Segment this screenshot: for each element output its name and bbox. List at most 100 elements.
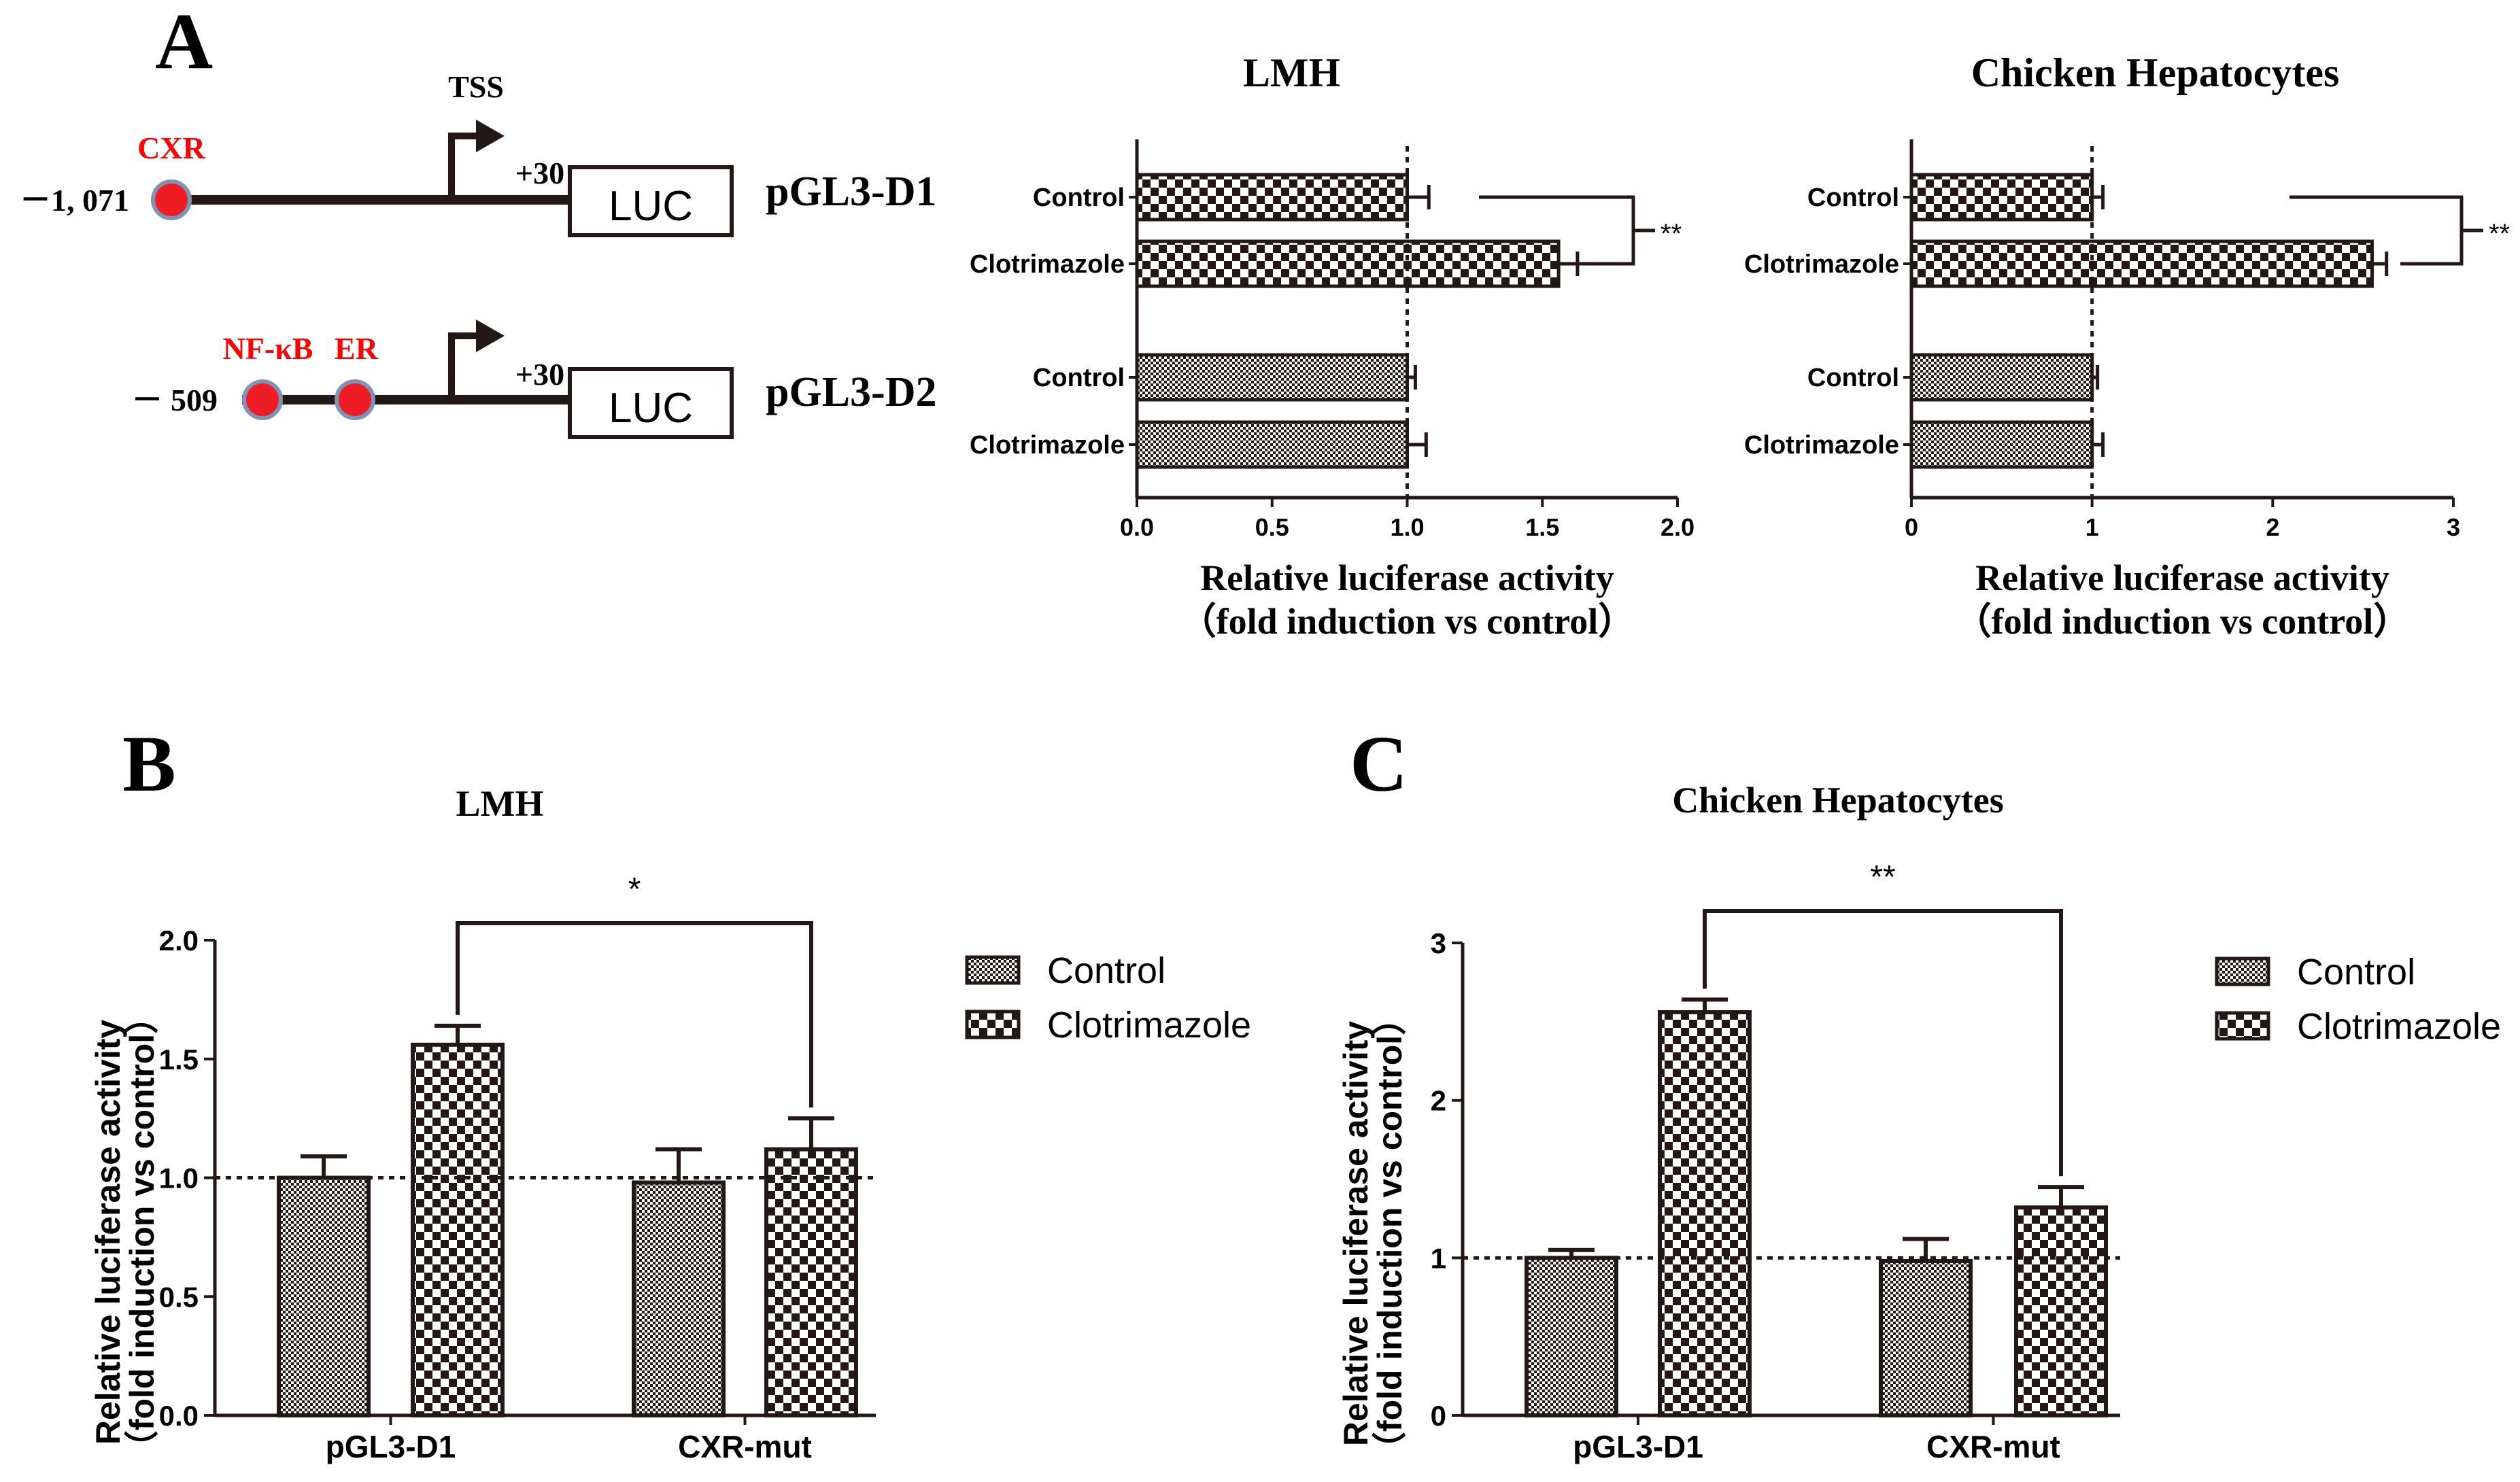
x-tick-label: CXR-mut xyxy=(1926,1429,2060,1464)
x-axis-subtitle: （fold induction vs control） xyxy=(1180,601,1635,642)
legend-label: Clotrimazole xyxy=(2297,1006,2501,1047)
bar xyxy=(277,1175,371,1417)
chart-a-chicken-hepatocytes: Chicken Hepatocytes Control Clotrimazole Co… xyxy=(1744,50,2510,642)
significance-bracket xyxy=(1703,909,2063,1177)
y-tick-label: Clotrimazole xyxy=(970,250,1125,279)
bar xyxy=(1525,1256,1618,1418)
chart-title: LMH xyxy=(456,783,544,824)
cxr-site xyxy=(151,179,192,220)
luc-box xyxy=(568,367,734,439)
x-tick-label: 2 xyxy=(2266,513,2279,541)
panel-c-letter: C xyxy=(1350,719,1408,808)
construct-d1: －1, 071 CXR TSS +30 LUC pGL3-D1 xyxy=(20,69,936,237)
x-axis-title: Relative luciferase activity xyxy=(1975,557,2389,598)
y-tick-label: 1.5 xyxy=(159,1044,199,1075)
tss-arrowhead-icon xyxy=(476,120,505,152)
bar xyxy=(1135,420,1409,469)
nfkb-site-label: NF-κB xyxy=(223,331,313,366)
er-site-label: ER xyxy=(335,331,379,366)
bar xyxy=(1909,420,2094,469)
start-position-label: －1, 071 xyxy=(20,183,129,218)
x-tick-label: 1.5 xyxy=(1525,513,1559,541)
tss-label: TSS xyxy=(448,69,504,104)
y-tick-label: 2.0 xyxy=(159,925,199,957)
bar xyxy=(1879,1258,1973,1418)
x-tick-label: pGL3-D1 xyxy=(1573,1429,1703,1464)
y-tick-label: Clotrimazole xyxy=(1744,431,1899,460)
chart-title: Chicken Hepatocytes xyxy=(1971,50,2340,95)
x-axis-title: Relative luciferase activity xyxy=(1200,557,1614,598)
y-tick-label: 1.0 xyxy=(159,1162,199,1194)
x-tick-label: 2.0 xyxy=(1661,513,1695,541)
x-axis-subtitle: （fold induction vs control） xyxy=(1955,601,2411,642)
x-tick-label: CXR-mut xyxy=(678,1429,812,1464)
y-tick-label: 0 xyxy=(1431,1400,1446,1432)
er-site xyxy=(335,379,375,420)
y-tick-label: Control xyxy=(1807,364,1899,392)
legend-swatch xyxy=(965,955,1021,985)
bar xyxy=(1135,353,1409,402)
construct-name: pGL3-D1 xyxy=(766,169,936,215)
bar xyxy=(764,1147,858,1418)
y-axis-subtitle: （fold induction vs control） xyxy=(123,1000,161,1464)
significance-label: ** xyxy=(1661,219,1682,249)
y-tick-label: 1 xyxy=(1431,1242,1446,1274)
panel-b-letter: B xyxy=(122,719,176,808)
y-axis-title: Relative luciferase activity xyxy=(1337,1021,1375,1447)
x-tick-label: 0.5 xyxy=(1255,513,1289,541)
legend-label: Control xyxy=(2297,952,2415,993)
x-tick-label: 0.0 xyxy=(1120,513,1154,541)
bar xyxy=(1135,239,1561,288)
legend-swatch xyxy=(965,1010,1021,1039)
legend-swatch xyxy=(2215,1011,2270,1041)
chart-c-chicken-hepatocytes: Chicken Hepatocytes 0 1 2 3 pGL3-D1 CXR-mut ** R… xyxy=(1337,780,2501,1466)
cxr-site-label: CXR xyxy=(137,131,205,165)
bar xyxy=(1909,353,2094,402)
significance-label: * xyxy=(628,872,641,908)
y-tick-label: Control xyxy=(1807,184,1899,212)
x-tick-label: 3 xyxy=(2447,513,2460,541)
x-tick-label: 0 xyxy=(1905,513,1918,541)
y-tick-label: Control xyxy=(1033,364,1125,392)
luc-box xyxy=(568,165,734,237)
end-position-label: +30 xyxy=(515,357,564,392)
chart-title: LMH xyxy=(1243,50,1340,95)
chart-a-lmh: LMH Control Clotrimazole Control Clotrimazol… xyxy=(970,50,1695,642)
significance-label: ** xyxy=(1870,859,1895,895)
y-tick-label: 0.5 xyxy=(159,1281,199,1313)
construct-d2: － 509 NF-κB ER +30 LUC pGL3-D2 xyxy=(132,320,936,439)
y-tick-label: Clotrimazole xyxy=(970,431,1125,460)
bar xyxy=(1135,173,1409,222)
y-tick-label: 3 xyxy=(1431,927,1446,959)
bar xyxy=(411,1042,505,1417)
panel-a-letter: A xyxy=(155,0,213,86)
luc-label: LUC xyxy=(609,385,693,432)
nfkb-site xyxy=(242,379,283,420)
bar xyxy=(1909,173,2094,222)
y-axis-subtitle: （fold induction vs control） xyxy=(1371,1001,1409,1466)
significance-label: ** xyxy=(2489,219,2510,249)
y-axis-title: Relative luciferase activity xyxy=(89,1020,127,1445)
bar xyxy=(632,1180,726,1417)
y-tick-label: Clotrimazole xyxy=(1744,250,1899,279)
y-tick-label: Control xyxy=(1033,184,1125,212)
end-position-label: +30 xyxy=(515,156,564,190)
panel-a: A －1, 071 CXR TSS +30 LUC pGL3-D1 － 509 … xyxy=(20,0,936,439)
legend-swatch xyxy=(2215,957,2270,986)
bar xyxy=(1909,239,2374,288)
x-tick-label: 1 xyxy=(2085,513,2099,541)
chart-title: Chicken Hepatocytes xyxy=(1672,780,2003,821)
tss-arrow-icon xyxy=(448,133,483,200)
y-tick-label: 0.0 xyxy=(159,1400,199,1432)
start-position-label: － 509 xyxy=(132,383,218,417)
y-tick-label: 2 xyxy=(1431,1085,1446,1117)
tss-arrow-icon xyxy=(448,332,483,400)
tss-arrowhead-icon xyxy=(476,320,505,352)
bar xyxy=(2014,1205,2108,1417)
construct-name: pGL3-D2 xyxy=(766,369,936,415)
bar xyxy=(1658,1010,1752,1417)
luc-label: LUC xyxy=(609,183,693,230)
chart-b-lmh: LMH 0.0 0.5 1.0 1.5 2.0 pGL3-D1 CXR-mut * Relativ… xyxy=(89,783,1251,1464)
legend-label: Clotrimazole xyxy=(1047,1005,1251,1046)
